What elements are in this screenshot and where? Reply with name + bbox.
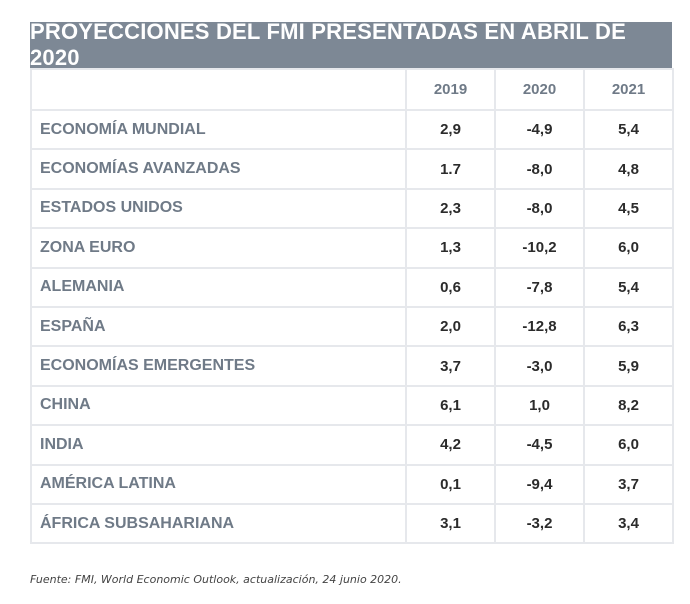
- table-row: ESPAÑA 2,0 -12,8 6,3: [30, 305, 674, 348]
- row-label: ALEMANIA: [30, 266, 407, 308]
- projections-table: 2019 2020 2021 ECONOMÍA MUNDIAL 2,9 -4,9 5,…: [30, 68, 674, 545]
- value-2019: 1,3: [405, 227, 496, 269]
- table-row: ESTADOS UNIDOS 2,3 -8,0 4,5: [30, 187, 674, 230]
- table-row: ECONOMÍAS EMERGENTES 3,7 -3,0 5,9: [30, 345, 674, 387]
- value-2020: -3,0: [494, 345, 585, 387]
- header-cell-2019: 2019: [405, 68, 496, 111]
- value-2019: 3,1: [405, 502, 496, 545]
- table-row: ECONOMÍA MUNDIAL 2,9 -4,9 5,4: [30, 108, 674, 151]
- table-body: ECONOMÍA MUNDIAL 2,9 -4,9 5,4 ECONOMÍAS AVAN…: [30, 108, 674, 545]
- projections-table-panel: PROYECCIONES DEL FMI PRESENTADAS EN ABRI…: [30, 19, 674, 545]
- table-row: ECONOMÍAS AVANZADAS 1.7 -8,0 4,8: [30, 148, 674, 190]
- table-row: ZONA EURO 1,3 -10,2 6,0: [30, 227, 674, 269]
- table-row: ÁFRICA SUBSAHARIANA 3,1 -3,2 3,4: [30, 502, 674, 545]
- value-2021: 6,3: [583, 305, 674, 348]
- value-2021: 8,2: [583, 384, 674, 427]
- table-row: INDIA 4,2 -4,5 6,0: [30, 424, 674, 466]
- header-cell-2020: 2020: [494, 68, 585, 111]
- value-2019: 2,9: [405, 108, 496, 151]
- table-row: ALEMANIA 0,6 -7,8 5,4: [30, 266, 674, 308]
- value-2020: -9,4: [494, 463, 585, 505]
- value-2020: -4,9: [494, 108, 585, 151]
- value-2021: 4,8: [583, 148, 674, 190]
- value-2020: -10,2: [494, 227, 585, 269]
- header-row: 2019 2020 2021: [30, 68, 674, 111]
- row-label: ECONOMÍAS EMERGENTES: [30, 345, 407, 387]
- header-cell-empty: [30, 68, 407, 111]
- row-label: INDIA: [30, 424, 407, 466]
- value-2021: 3,7: [583, 463, 674, 505]
- row-label: ZONA EURO: [30, 227, 407, 269]
- table-title: PROYECCIONES DEL FMI PRESENTADAS EN ABRI…: [30, 19, 672, 70]
- value-2019: 0,6: [405, 266, 496, 308]
- row-label: CHINA: [30, 384, 407, 427]
- value-2019: 3,7: [405, 345, 496, 387]
- value-2020: -12,8: [494, 305, 585, 348]
- value-2021: 5,4: [583, 266, 674, 308]
- value-2019: 4,2: [405, 424, 496, 466]
- value-2021: 3,4: [583, 502, 674, 545]
- value-2021: 4,5: [583, 187, 674, 230]
- value-2020: -8,0: [494, 187, 585, 230]
- value-2019: 0,1: [405, 463, 496, 505]
- value-2019: 6,1: [405, 384, 496, 427]
- source-note: Fuente: FMI, World Economic Outlook, act…: [30, 573, 402, 586]
- value-2020: 1,0: [494, 384, 585, 427]
- value-2021: 6,0: [583, 424, 674, 466]
- table-row: AMÉRICA LATINA 0,1 -9,4 3,7: [30, 463, 674, 505]
- value-2019: 1.7: [405, 148, 496, 190]
- row-label: ECONOMÍA MUNDIAL: [30, 108, 407, 151]
- row-label: ECONOMÍAS AVANZADAS: [30, 148, 407, 190]
- row-label: ÁFRICA SUBSAHARIANA: [30, 502, 407, 545]
- value-2020: -4,5: [494, 424, 585, 466]
- value-2020: -3,2: [494, 502, 585, 545]
- row-label: ESPAÑA: [30, 305, 407, 348]
- value-2021: 5,9: [583, 345, 674, 387]
- value-2021: 6,0: [583, 227, 674, 269]
- value-2019: 2,3: [405, 187, 496, 230]
- value-2020: -8,0: [494, 148, 585, 190]
- table-row: CHINA 6,1 1,0 8,2: [30, 384, 674, 427]
- value-2021: 5,4: [583, 108, 674, 151]
- value-2020: -7,8: [494, 266, 585, 308]
- header-cell-2021: 2021: [583, 68, 674, 111]
- value-2019: 2,0: [405, 305, 496, 348]
- row-label: ESTADOS UNIDOS: [30, 187, 407, 230]
- row-label: AMÉRICA LATINA: [30, 463, 407, 505]
